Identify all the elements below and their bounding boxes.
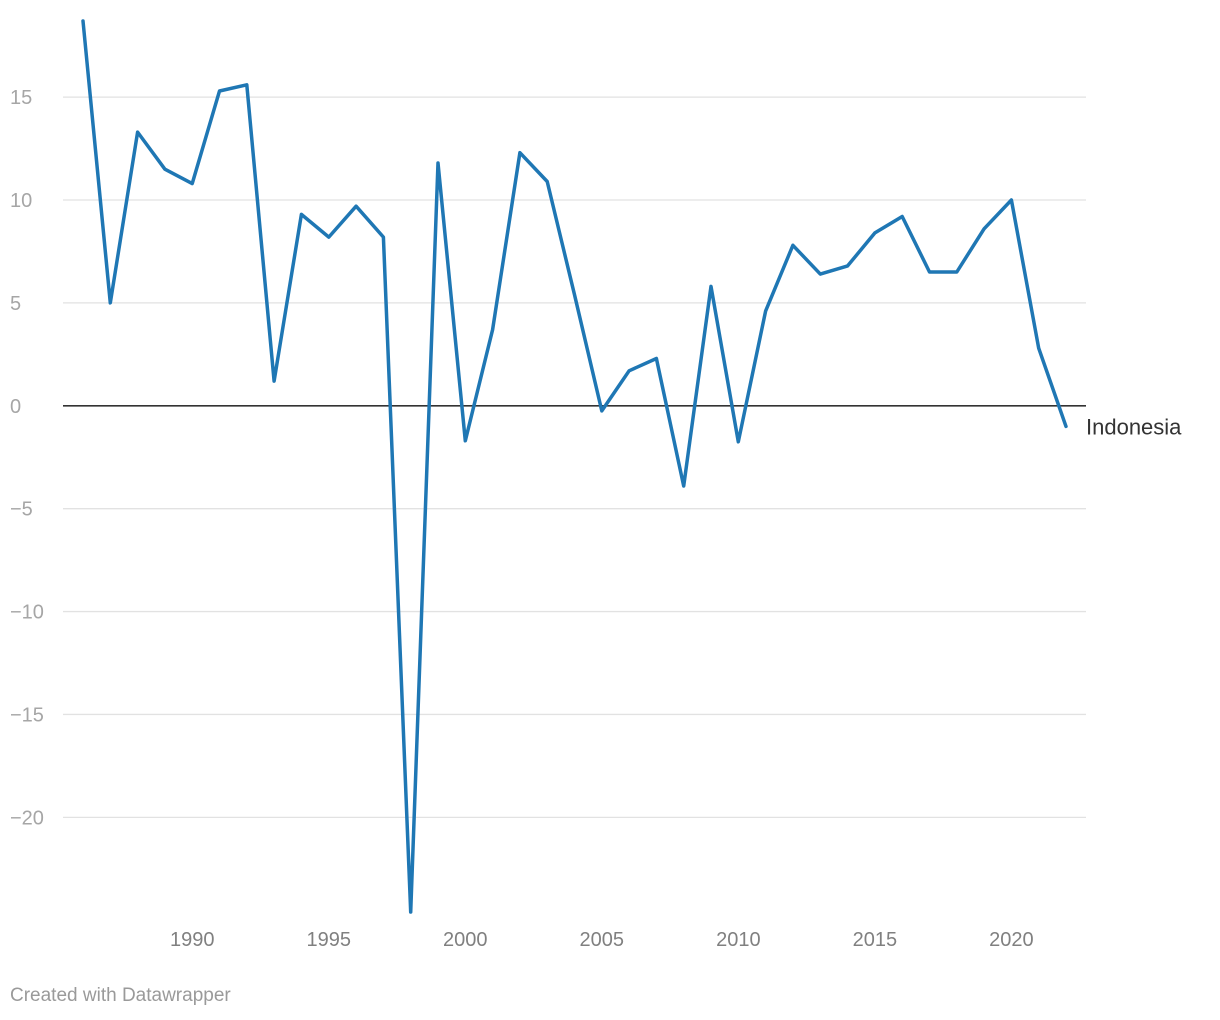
series-labels: Indonesia: [1086, 414, 1182, 439]
x-tick-label: 2005: [580, 929, 625, 951]
series-lines: [81, 19, 1068, 914]
y-tick-label: 5: [10, 293, 21, 315]
y-tick-label: 15: [10, 87, 32, 109]
series-label: Indonesia: [1086, 414, 1182, 439]
y-axis-ticks: 15 10 5 0 −5 −10 −15 −20: [10, 87, 44, 829]
x-tick-label: 2000: [443, 929, 488, 951]
y-tick-label: 0: [10, 396, 21, 418]
x-tick-label: 1995: [307, 929, 352, 951]
y-tick-label: 10: [10, 190, 32, 212]
x-tick-label: 2020: [989, 929, 1034, 951]
series-line-indonesia: [81, 19, 1068, 914]
y-tick-label: −15: [10, 704, 44, 726]
y-tick-label: −5: [10, 499, 33, 521]
x-axis-ticks: 1990 1995 2000 2005 2010 2015 2020: [170, 929, 1034, 951]
x-tick-label: 2010: [716, 929, 761, 951]
y-tick-label: −10: [10, 602, 44, 624]
gridlines: [63, 96, 1086, 818]
x-tick-label: 2015: [853, 929, 898, 951]
y-tick-label: −20: [10, 807, 44, 829]
datawrapper-credit: Created with Datawrapper: [10, 985, 231, 1006]
x-tick-label: 1990: [170, 929, 215, 951]
